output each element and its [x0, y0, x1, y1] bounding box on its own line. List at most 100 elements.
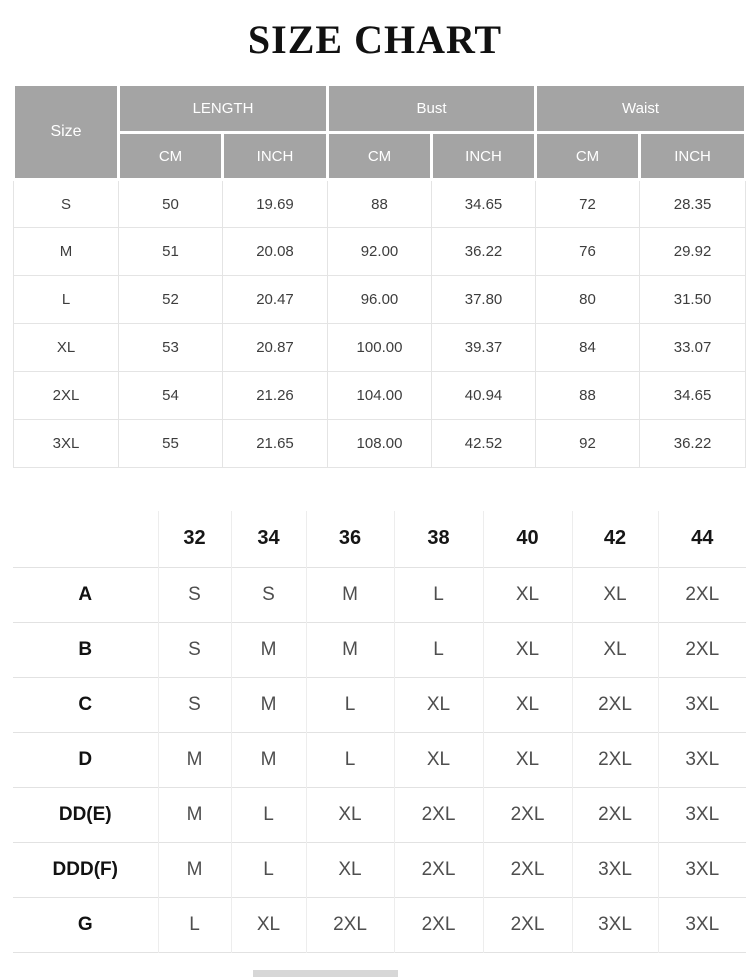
band-header-42: 42: [571, 511, 658, 567]
size-label: 2XL: [13, 371, 119, 420]
size-label: M: [13, 227, 119, 276]
measurement-cell: 100.00: [327, 323, 432, 372]
size-label: L: [13, 275, 119, 324]
group-header-waist: Waist: [534, 83, 748, 134]
partial-divider-bar: [253, 970, 398, 977]
cup-size-cell: 2XL: [482, 897, 572, 952]
page-title: SIZE CHART: [247, 17, 503, 62]
cup-size-cell: 3XL: [657, 677, 746, 732]
cup-size-cell: S: [230, 567, 306, 622]
cup-size-table-body: A S S M L XL XL 2XL B S M M L XL XL 2XL C S M L XL XL 2XL 3XL D M…: [13, 567, 746, 952]
measurement-cell: 36.22: [639, 419, 747, 468]
table-row: XL 53 20.87 100.00 39.37 84 33.07: [13, 323, 747, 372]
cup-size-cell: 2XL: [571, 732, 658, 787]
measurement-cell: 21.65: [222, 419, 328, 468]
measurement-cell: 92.00: [327, 227, 432, 276]
unit-header-waist-inch: INCH: [638, 131, 748, 181]
cup-size-cell: XL: [230, 897, 306, 952]
cup-size-cell: L: [230, 787, 306, 842]
group-header-bust: Bust: [325, 83, 538, 134]
cup-size-cell: L: [157, 897, 231, 952]
cup-size-cell: M: [157, 787, 231, 842]
cup-size-cell: XL: [482, 732, 572, 787]
cup-size-cell: L: [230, 842, 306, 897]
unit-header-length-cm: CM: [117, 131, 224, 181]
cup-size-cell: XL: [393, 732, 483, 787]
measurement-cell: 20.47: [222, 275, 328, 324]
band-header-38: 38: [393, 511, 483, 567]
unit-header-bust-cm: CM: [326, 131, 433, 181]
measurement-cell: 88: [327, 179, 432, 228]
table-row: 3XL 55 21.65 108.00 42.52 92 36.22: [13, 419, 747, 468]
cup-size-cell: 3XL: [657, 842, 746, 897]
cup-size-cell: L: [305, 732, 394, 787]
cup-size-cell: L: [393, 622, 483, 677]
cup-size-cell: M: [230, 677, 306, 732]
cup-size-cell: 3XL: [657, 787, 746, 842]
cup-size-cell: XL: [305, 787, 394, 842]
measurement-cell: 31.50: [639, 275, 747, 324]
cup-size-cell: S: [157, 567, 231, 622]
measurement-cell: 52: [118, 275, 223, 324]
size-column-header: Size: [12, 83, 120, 181]
table-row: G L XL 2XL 2XL 2XL 3XL 3XL: [13, 897, 746, 952]
cup-size-table-header: 32 34 36 38 40 42 44: [13, 511, 746, 567]
cup-label: G: [77, 913, 93, 935]
cup-size-cell: XL: [571, 567, 658, 622]
measurement-cell: 33.07: [639, 323, 747, 372]
cup-size-cell: 2XL: [305, 897, 394, 952]
measurement-cell: 92: [535, 419, 641, 468]
band-header-32: 32: [157, 511, 231, 567]
measurement-cell: 36.22: [430, 227, 537, 276]
measurement-cell: 20.87: [222, 323, 328, 372]
table-row: L 52 20.47 96.00 37.80 80 31.50: [13, 275, 747, 324]
cup-label: DD(E): [58, 803, 112, 825]
group-header-length: LENGTH: [117, 83, 329, 134]
cup-size-cell: XL: [393, 677, 483, 732]
band-header-34: 34: [230, 511, 306, 567]
cup-size-cell: 3XL: [571, 842, 658, 897]
measurement-cell: 55: [118, 419, 223, 468]
size-label: 3XL: [13, 419, 119, 468]
cup-size-cell: S: [157, 622, 231, 677]
cup-label: A: [78, 583, 93, 605]
measurement-cell: 42.52: [430, 419, 537, 468]
cup-size-cell: 2XL: [571, 787, 658, 842]
cup-label: B: [78, 638, 93, 660]
measurement-cell: 50: [118, 179, 223, 228]
cup-size-cell: XL: [482, 677, 572, 732]
unit-header-length-inch: INCH: [221, 131, 329, 181]
table-row: B S M M L XL XL 2XL: [13, 622, 746, 677]
measurement-cell: 21.26: [222, 371, 328, 420]
cup-size-cell: 3XL: [571, 897, 658, 952]
unit-header-row: CM INCH CM INCH CM INCH: [14, 131, 748, 181]
measurement-cell: 34.65: [430, 179, 537, 228]
measurement-table-body: S 50 19.69 88 34.65 72 28.35 M 51 20.08 92.00 36.22…: [13, 179, 747, 468]
cup-size-cell: 3XL: [657, 897, 746, 952]
band-header-row: 32 34 36 38 40 42 44: [13, 511, 746, 567]
cup-size-cell: 2XL: [657, 567, 746, 622]
cup-size-cell: 2XL: [482, 787, 572, 842]
cup-size-cell: 2XL: [393, 842, 483, 897]
measurement-cell: 37.80: [430, 275, 537, 324]
measurement-cell: 96.00: [327, 275, 432, 324]
band-header-40: 40: [482, 511, 572, 567]
cup-size-cell: M: [305, 622, 394, 677]
measurement-table-header: Size LENGTH Bust Waist CM INCH CM INCH C…: [12, 83, 748, 181]
cup-size-cell: 2XL: [571, 677, 658, 732]
measurement-cell: 28.35: [639, 179, 747, 228]
cup-size-cell: S: [157, 677, 231, 732]
cup-size-cell: 2XL: [393, 787, 483, 842]
measurement-cell: 39.37: [430, 323, 537, 372]
table-row: DDD(F) M L XL 2XL 2XL 3XL 3XL: [13, 842, 746, 897]
measurement-cell: 19.69: [222, 179, 328, 228]
measurement-cell: 51: [118, 227, 223, 276]
cup-size-cell: M: [305, 567, 394, 622]
measurement-cell: 104.00: [327, 371, 432, 420]
cup-size-cell: M: [157, 842, 231, 897]
unit-header-bust-inch: INCH: [429, 131, 538, 181]
cup-size-table: 32 34 36 38 40 42 44 A S S M L XL XL 2XL B S M M L XL…: [13, 511, 746, 953]
cup-size-cell: L: [393, 567, 483, 622]
size-label: S: [13, 179, 119, 228]
cup-label: D: [78, 748, 93, 770]
